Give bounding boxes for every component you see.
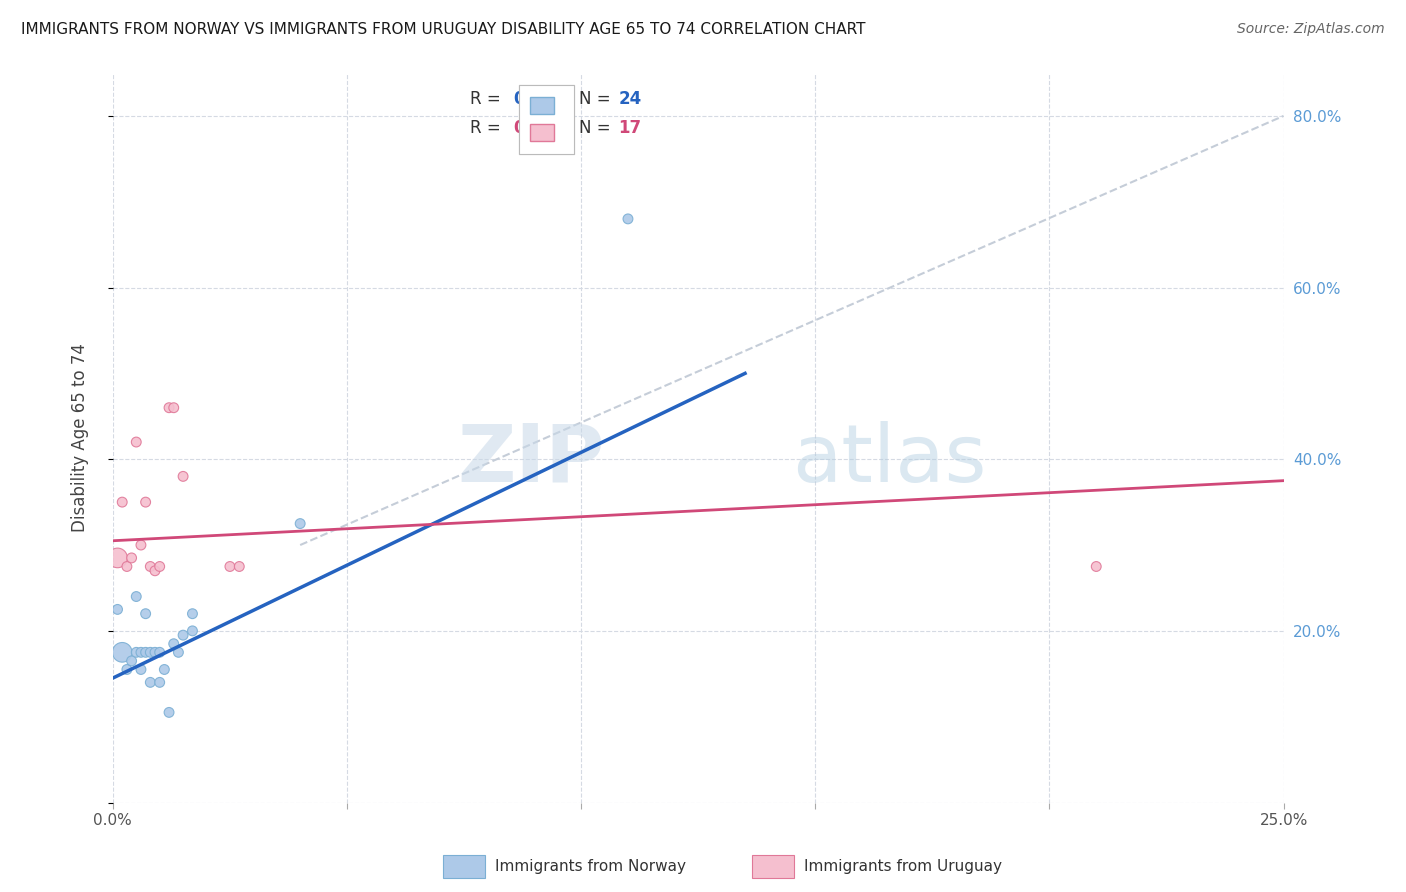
Text: atlas: atlas <box>792 421 986 499</box>
Point <box>125 435 148 450</box>
Point <box>167 645 190 659</box>
Text: 0.129: 0.129 <box>513 119 565 136</box>
Text: Immigrants from Uruguay: Immigrants from Uruguay <box>804 859 1002 873</box>
Point <box>153 663 176 677</box>
Text: 0.628: 0.628 <box>513 89 565 108</box>
Point <box>181 624 204 638</box>
Text: N =: N = <box>579 89 610 108</box>
Text: 17: 17 <box>619 119 641 136</box>
Text: N =: N = <box>579 119 610 136</box>
Point <box>135 645 157 659</box>
Point <box>163 637 186 651</box>
Point <box>125 590 148 604</box>
Point <box>115 559 138 574</box>
Legend: , : , <box>519 85 574 153</box>
Text: 24: 24 <box>619 89 643 108</box>
Point <box>111 645 134 659</box>
Point <box>149 645 172 659</box>
Point <box>121 654 143 668</box>
Point <box>157 401 180 415</box>
Point <box>157 706 180 720</box>
Text: Immigrants from Norway: Immigrants from Norway <box>495 859 686 873</box>
Point <box>163 401 186 415</box>
Text: R =: R = <box>470 119 501 136</box>
Text: Source: ZipAtlas.com: Source: ZipAtlas.com <box>1237 22 1385 37</box>
Point <box>181 607 204 621</box>
Point <box>121 550 143 565</box>
Point <box>617 211 640 226</box>
Point <box>139 645 162 659</box>
Point <box>129 645 152 659</box>
Point <box>228 559 250 574</box>
Point <box>139 559 162 574</box>
Point <box>129 538 152 552</box>
Point <box>107 550 129 565</box>
Point <box>125 645 148 659</box>
Text: IMMIGRANTS FROM NORWAY VS IMMIGRANTS FROM URUGUAY DISABILITY AGE 65 TO 74 CORREL: IMMIGRANTS FROM NORWAY VS IMMIGRANTS FRO… <box>21 22 866 37</box>
Point <box>172 469 194 483</box>
Point <box>149 675 172 690</box>
Point <box>135 607 157 621</box>
Point <box>143 645 166 659</box>
Y-axis label: Disability Age 65 to 74: Disability Age 65 to 74 <box>72 343 89 533</box>
Text: R =: R = <box>470 89 501 108</box>
Point <box>172 628 194 642</box>
Point <box>107 602 129 616</box>
Point <box>129 663 152 677</box>
Point <box>149 559 172 574</box>
Point <box>288 516 311 531</box>
Point <box>115 663 138 677</box>
Point <box>1085 559 1108 574</box>
Point <box>111 495 134 509</box>
Point <box>135 495 157 509</box>
Text: ZIP: ZIP <box>457 421 605 499</box>
Point <box>139 675 162 690</box>
Point <box>143 564 166 578</box>
Point <box>219 559 242 574</box>
